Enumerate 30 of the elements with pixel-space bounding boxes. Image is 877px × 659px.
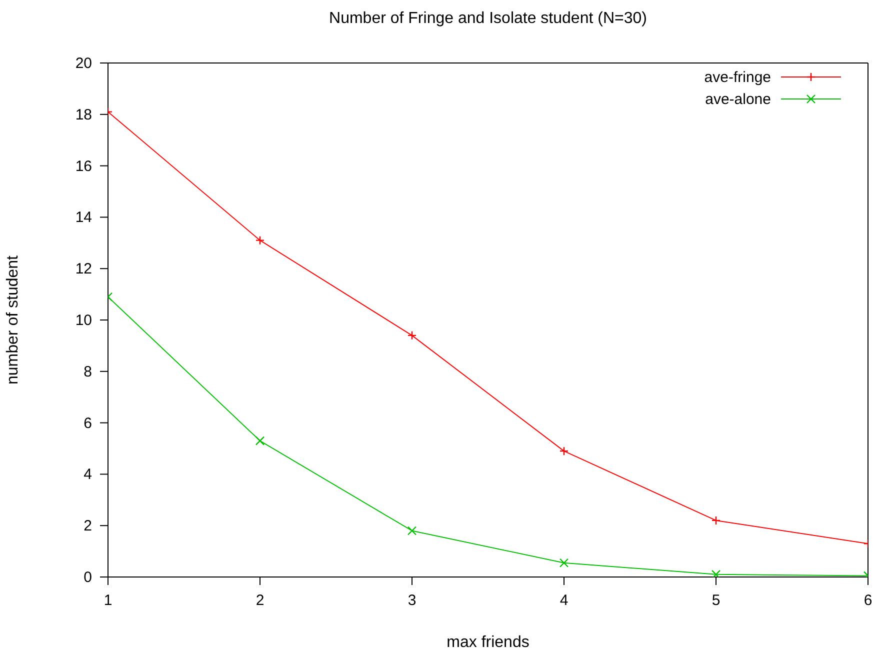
point — [559, 446, 569, 456]
y-tick-label: 14 — [75, 209, 92, 226]
point — [711, 570, 721, 577]
y-tick-label: 16 — [75, 158, 92, 175]
point — [407, 330, 417, 340]
y-tick-label: 20 — [75, 55, 92, 72]
y-tick-label: 0 — [84, 569, 92, 586]
y-tick-label: 12 — [75, 260, 92, 278]
point — [407, 526, 417, 536]
x-tick-label: 4 — [560, 592, 568, 609]
legend-label: ave-fringe — [704, 68, 771, 86]
y-tick-label: 4 — [84, 466, 92, 484]
y-tick-label: 8 — [84, 363, 92, 380]
y-tick-label: 2 — [84, 518, 92, 535]
point — [559, 558, 569, 568]
y-tick-label: 10 — [75, 312, 92, 329]
x-tick-label: 2 — [256, 592, 264, 609]
point — [711, 516, 721, 526]
x-tick-label: 1 — [104, 592, 112, 609]
x-tick-label: 3 — [408, 592, 416, 609]
chart-title: Number of Fringe and Isolate student (N=30) — [328, 10, 648, 28]
x-tick-label: 5 — [712, 592, 720, 609]
y-axis-title: number of student — [4, 254, 22, 384]
legend-label: ave-alone — [705, 90, 771, 108]
y-tick-label: 18 — [75, 106, 92, 124]
x-axis-title: max friends — [446, 634, 530, 651]
point — [255, 436, 265, 446]
point — [255, 236, 265, 245]
y-tick-label: 6 — [84, 414, 92, 432]
x-tick-label: 6 — [864, 592, 872, 609]
